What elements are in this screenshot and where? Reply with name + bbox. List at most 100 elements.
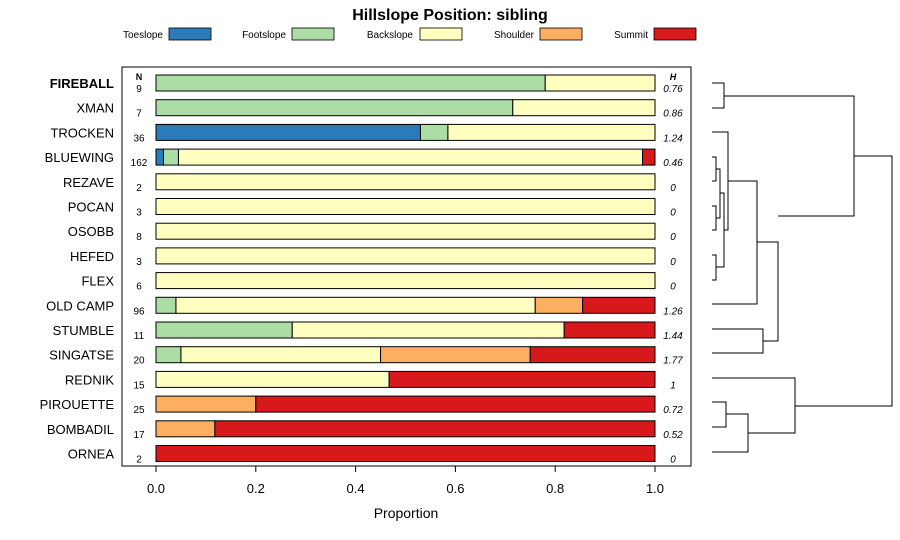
n-value-fireball: 9 (136, 84, 142, 95)
dendrogram-branch (724, 95, 855, 217)
n-value-rednik: 15 (133, 380, 145, 391)
row-label-trocken: TROCKEN (50, 125, 114, 140)
x-tick-label: 1.0 (646, 481, 664, 496)
legend-label-backslope: Backslope (367, 30, 414, 41)
h-value-flex: 0 (670, 282, 676, 293)
bar-stumble-backslope (291, 321, 565, 339)
n-value-trocken: 36 (133, 133, 145, 144)
h-value-stumble: 1.44 (663, 331, 683, 342)
legend-swatch-toeslope (168, 27, 212, 41)
x-tick-label: 0.4 (347, 481, 365, 496)
dendrogram (712, 82, 893, 453)
legend-swatch-shoulder (539, 27, 583, 41)
row-label-stumble: STUMBLE (53, 323, 115, 338)
row-label-pocan: POCAN (68, 200, 114, 215)
n-value-ornea: 2 (136, 455, 142, 466)
bar-hefed-backslope (155, 247, 656, 265)
bar-bluewing-toeslope (155, 148, 164, 166)
legend-label-toeslope: Toeslope (123, 30, 163, 41)
bar-singatse-summit (529, 346, 656, 364)
n-value-osobb: 8 (136, 232, 142, 243)
bar-bluewing-backslope (177, 148, 644, 166)
bar-rednik-backslope (155, 370, 390, 388)
bar-flex-backslope (155, 272, 656, 290)
x-axis-label: Proportion (374, 505, 439, 521)
h-value-ornea: 0 (670, 455, 676, 466)
dendrogram-branch (712, 254, 717, 281)
row-labels: FIREBALL XMAN TROCKEN BLUEWING REZAVE POCAN OS… (40, 76, 115, 462)
h-value-bombadil: 0.52 (663, 430, 683, 441)
n-value-flex: 6 (136, 282, 142, 293)
legend-swatch-summit (653, 27, 697, 41)
bar-singatse-backslope (180, 346, 382, 364)
row-label-fireball: FIREBALL (50, 76, 114, 91)
row-label-bluewing: BLUEWING (45, 150, 114, 165)
row-label-osobb: OSOBB (68, 224, 114, 239)
h-header: H (670, 72, 677, 82)
legend-swatch-footslope (291, 27, 335, 41)
h-value-xman: 0.86 (663, 109, 683, 120)
bar-ornea-summit (155, 445, 656, 462)
row-label-bombadil: BOMBADIL (47, 422, 114, 437)
h-value-fireball: 0.76 (663, 84, 683, 95)
h-value-trocken: 1.24 (663, 133, 683, 144)
h-value-rednik: 1 (670, 380, 676, 391)
n-value-pocan: 3 (136, 208, 142, 219)
n-header: N (136, 72, 143, 82)
dendrogram-branch (757, 241, 779, 342)
legend: Toeslope Footslope Backslope Shoulder Summit (123, 27, 697, 41)
row-label-rednik: REDNIK (65, 372, 114, 387)
bar-fireball-backslope (544, 74, 656, 92)
h-value-singatse: 1.77 (663, 356, 683, 367)
bar-singatse-footslope (155, 346, 182, 364)
bar-bombadil-shoulder (155, 420, 216, 438)
dendrogram-branch (712, 377, 796, 434)
dendrogram-branch (712, 82, 725, 109)
h-value-pocan: 0 (670, 208, 676, 219)
bar-trocken-footslope (419, 123, 449, 141)
legend-label-summit: Summit (614, 30, 648, 41)
dendrogram-branch (795, 155, 893, 407)
bar-fireball-footslope (155, 74, 546, 92)
h-value-old-camp: 1.26 (663, 306, 683, 317)
bar-trocken-toeslope (155, 123, 421, 141)
n-value-pirouette: 25 (133, 405, 145, 416)
row-label-old-camp: OLD CAMP (46, 298, 114, 313)
bar-trocken-backslope (447, 123, 656, 141)
x-tick-label: 0.0 (147, 481, 165, 496)
dendrogram-branch (716, 168, 721, 219)
bars (155, 74, 656, 462)
n-value-singatse: 20 (133, 356, 145, 367)
bar-pirouette-summit (255, 395, 656, 413)
row-label-flex: FLEX (81, 274, 114, 289)
row-label-xman: XMAN (76, 101, 114, 116)
x-tick-label: 0.6 (446, 481, 464, 496)
legend-swatch-backslope (419, 27, 463, 41)
bar-old-camp-footslope (155, 296, 177, 314)
bar-osobb-backslope (155, 222, 656, 240)
h-value-bluewing: 0.46 (663, 158, 683, 169)
bar-old-camp-backslope (175, 296, 536, 314)
row-label-ornea: ORNEA (68, 447, 115, 462)
bar-bluewing-footslope (162, 148, 179, 166)
dendrogram-branch (712, 156, 717, 182)
n-value-bombadil: 17 (133, 430, 145, 441)
bar-xman-footslope (155, 99, 514, 117)
x-tick-label: 0.2 (247, 481, 265, 496)
row-label-hefed: HEFED (70, 249, 114, 264)
bar-stumble-footslope (155, 321, 293, 339)
dendrogram-branch (712, 328, 764, 354)
bar-rednik-summit (388, 370, 656, 388)
n-value-old-camp: 96 (133, 306, 145, 317)
bar-bombadil-summit (214, 420, 656, 438)
bar-old-camp-summit (582, 296, 656, 314)
h-value-osobb: 0 (670, 232, 676, 243)
row-label-pirouette: PIROUETTE (40, 397, 115, 412)
dendrogram-branch (712, 401, 727, 428)
bar-xman-backslope (512, 99, 656, 117)
n-value-bluewing: 162 (131, 158, 148, 169)
bar-pocan-backslope (155, 198, 656, 215)
h-value-pirouette: 0.72 (663, 405, 683, 416)
